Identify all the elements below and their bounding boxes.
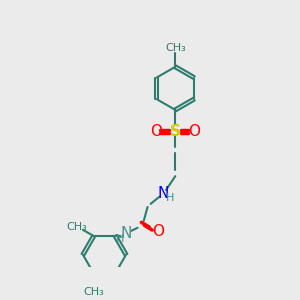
Text: CH₃: CH₃ (165, 43, 186, 53)
Text: CH₃: CH₃ (66, 222, 87, 232)
Text: N: N (120, 226, 132, 241)
Text: H: H (166, 193, 174, 203)
Text: N: N (157, 186, 169, 201)
Text: O: O (152, 224, 164, 239)
Text: O: O (150, 124, 162, 139)
Text: H: H (116, 234, 124, 244)
Text: O: O (189, 124, 201, 139)
Text: CH₃: CH₃ (83, 287, 104, 297)
Text: S: S (170, 124, 181, 139)
